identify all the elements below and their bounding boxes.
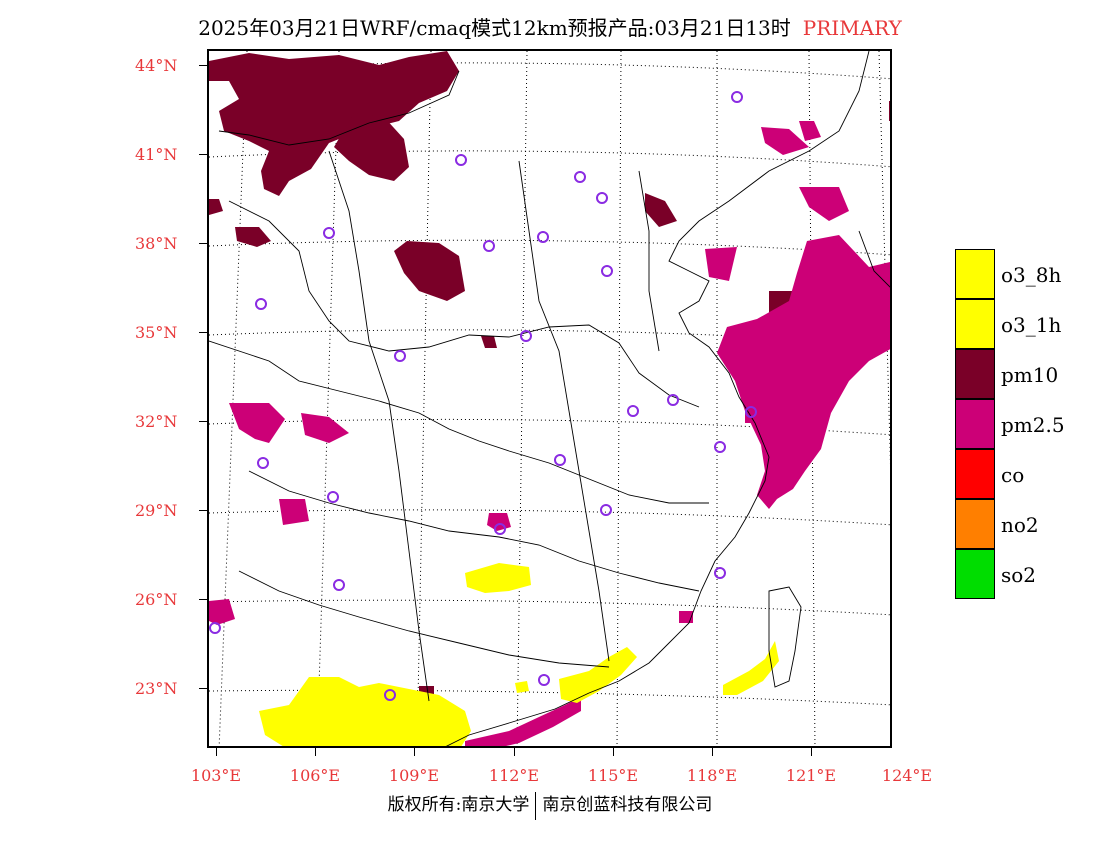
lon-tick	[613, 748, 614, 756]
map-panel[interactable]	[207, 49, 892, 748]
lon-label-109: 109°E	[388, 766, 440, 785]
lat-tick	[199, 599, 207, 600]
lat-tick	[199, 688, 207, 689]
lon-label-118: 118°E	[686, 766, 738, 785]
lon-label-106: 106°E	[289, 766, 341, 785]
lon-tick	[712, 748, 713, 756]
lon-label-112: 112°E	[488, 766, 540, 785]
legend-swatch	[955, 249, 995, 299]
title-main: 2025年03月21日WRF/cmaq模式12km预报产品:03月21日13时	[198, 16, 791, 40]
legend-label: no2	[1001, 513, 1039, 537]
legend-label: so2	[1001, 563, 1037, 587]
lon-tick	[514, 748, 515, 756]
legend-swatch	[955, 349, 995, 399]
lon-tick	[811, 748, 812, 756]
lat-tick	[199, 65, 207, 66]
lat-tick	[199, 154, 207, 155]
lat-label-35: 35°N	[135, 323, 178, 342]
lat-tick	[199, 332, 207, 333]
lon-label-103: 103°E	[190, 766, 242, 785]
legend-swatch	[955, 299, 995, 349]
station-markers	[209, 91, 757, 701]
lat-label-26: 26°N	[135, 590, 178, 609]
legend-swatch	[955, 399, 995, 449]
lat-label-23: 23°N	[135, 679, 178, 698]
o3-areas	[259, 563, 779, 746]
pm25-areas	[209, 121, 890, 746]
map-canvas	[209, 51, 890, 746]
footer-divider	[535, 791, 537, 820]
legend-swatch	[955, 449, 995, 499]
copyright-owner: 版权所有:南京大学	[387, 795, 530, 815]
legend-label: o3_1h	[1001, 313, 1062, 337]
legend-swatch	[955, 499, 995, 549]
lon-tick	[216, 748, 217, 756]
lat-label-29: 29°N	[135, 501, 178, 520]
map-title: 2025年03月21日WRF/cmaq模式12km预报产品:03月21日13时 P…	[0, 12, 1100, 41]
lon-tick	[315, 748, 316, 756]
lat-label-32: 32°N	[135, 412, 178, 431]
lat-label-44: 44°N	[135, 56, 178, 75]
lon-label-124: 124°E	[881, 766, 933, 785]
lat-label-38: 38°N	[135, 234, 178, 253]
legend-label: pm2.5	[1001, 413, 1065, 437]
boundaries	[209, 51, 890, 746]
lat-tick	[199, 510, 207, 511]
title-highlight: PRIMARY	[802, 16, 902, 40]
legend-label: co	[1001, 463, 1025, 487]
lat-tick	[199, 421, 207, 422]
lat-label-41: 41°N	[135, 145, 178, 164]
legend-swatch	[955, 549, 995, 599]
lon-label-121: 121°E	[785, 766, 837, 785]
lon-tick	[414, 748, 415, 756]
copyright-company: 南京创蓝科技有限公司	[542, 795, 713, 815]
legend-label: pm10	[1001, 363, 1059, 387]
legend-label: o3_8h	[1001, 263, 1062, 287]
lon-label-115: 115°E	[587, 766, 639, 785]
copyright-footer: 版权所有:南京大学 南京创蓝科技有限公司	[0, 790, 1100, 820]
lat-tick	[199, 243, 207, 244]
